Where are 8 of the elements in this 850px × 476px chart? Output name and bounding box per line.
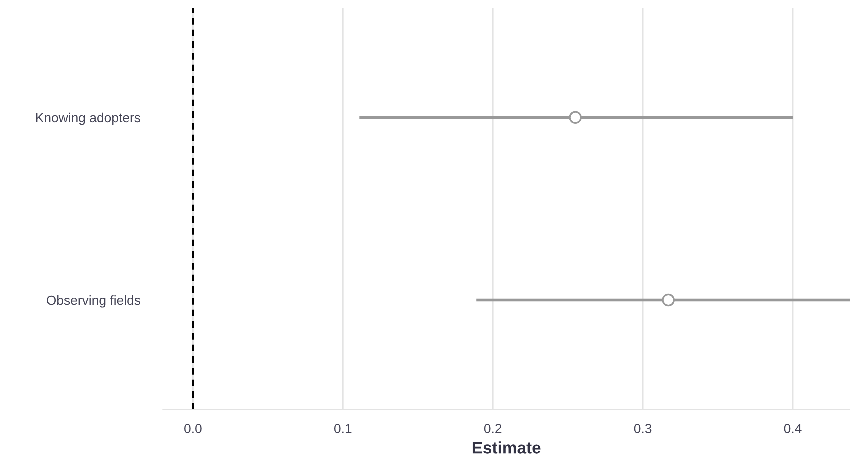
y-tick-label: Observing fields — [47, 295, 141, 308]
x-tick-label: 0.3 — [634, 424, 652, 434]
x-tick-label: 0.1 — [334, 424, 352, 434]
x-axis-title: Estimate — [472, 442, 541, 454]
x-tick-label: 0.0 — [184, 424, 202, 434]
x-tick-label: 0.4 — [784, 424, 802, 434]
x-tick-label: 0.2 — [484, 424, 502, 434]
y-tick-label: Knowing adopters — [36, 112, 141, 126]
